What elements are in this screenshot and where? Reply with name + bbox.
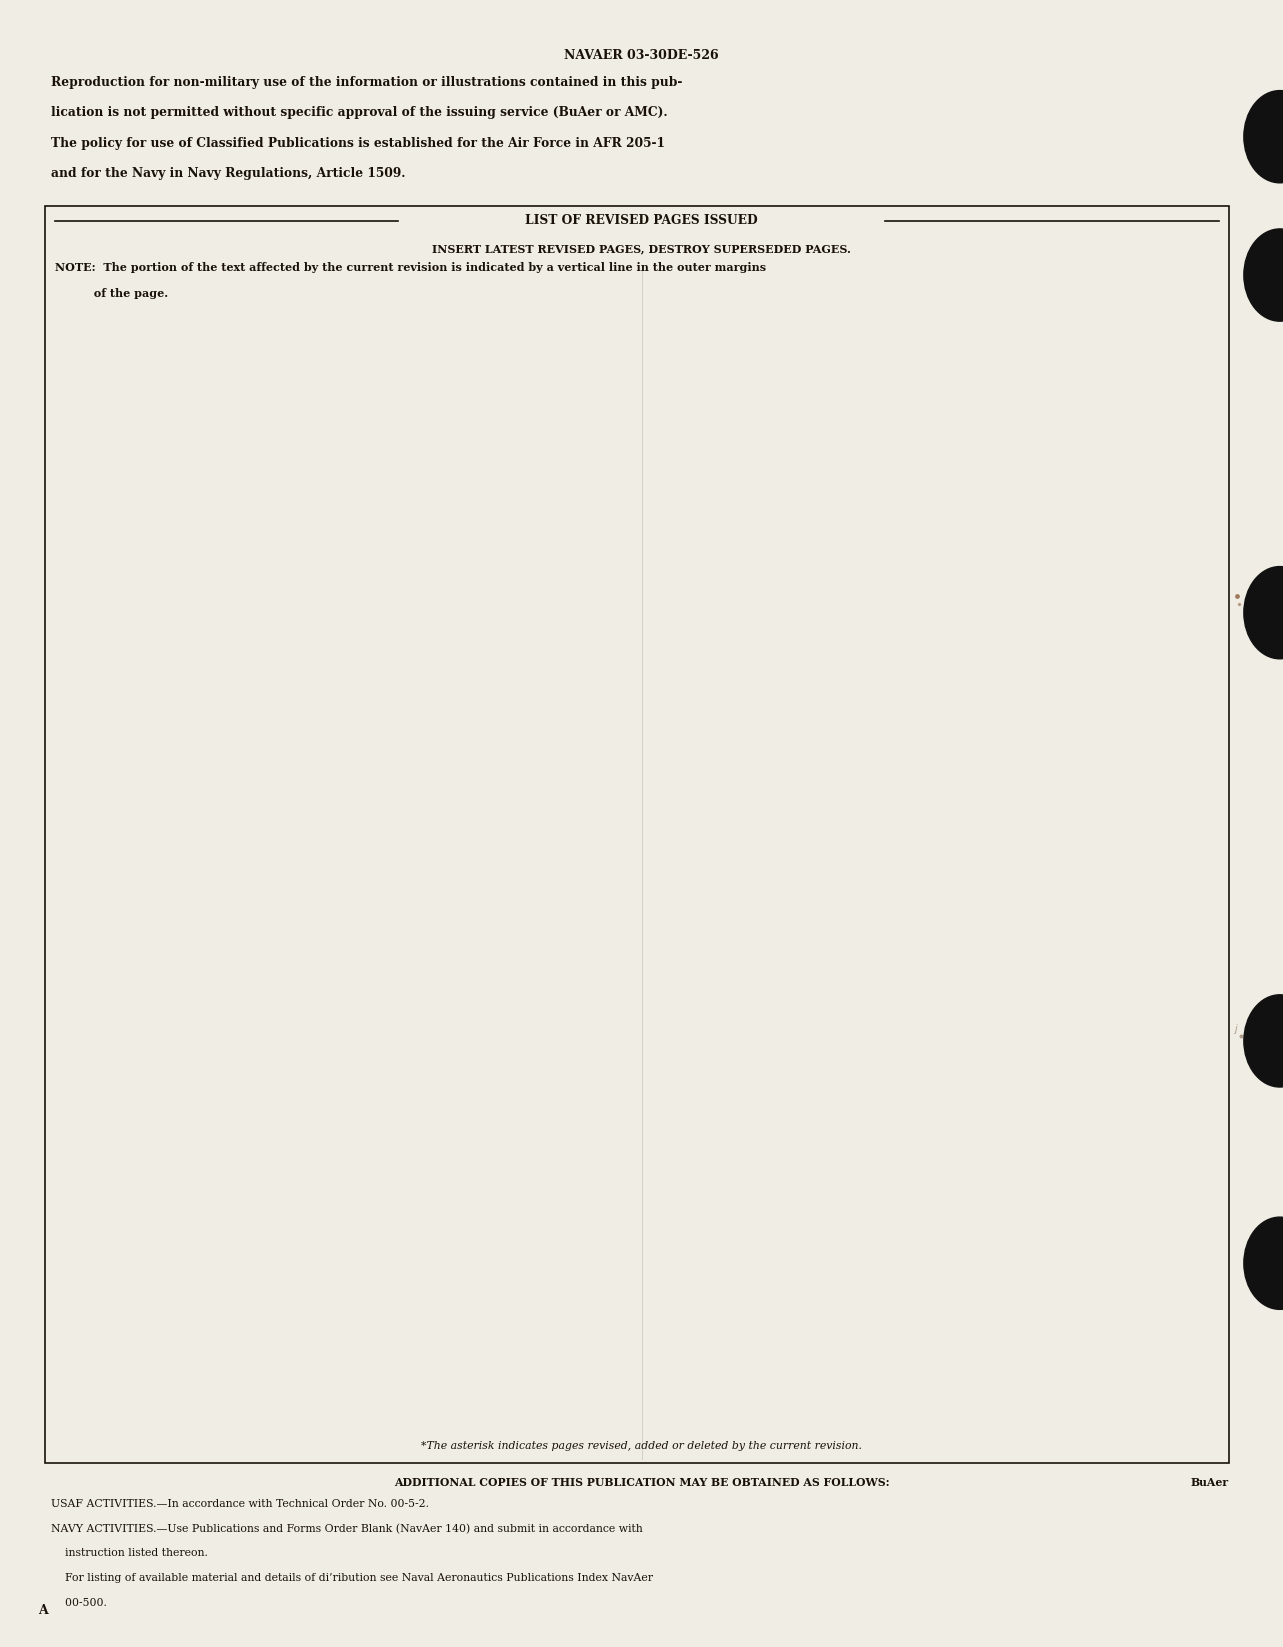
Text: lication is not permitted without specific approval of the issuing service (BuAe: lication is not permitted without specif… <box>51 105 668 119</box>
Text: of the page.: of the page. <box>55 288 168 300</box>
Text: 00-500.: 00-500. <box>51 1598 108 1607</box>
Text: A: A <box>38 1604 49 1617</box>
Circle shape <box>1245 229 1283 321</box>
Circle shape <box>1245 567 1283 659</box>
Circle shape <box>1245 995 1283 1087</box>
Circle shape <box>1245 1217 1283 1309</box>
Text: instruction listed thereon.: instruction listed thereon. <box>51 1548 208 1558</box>
Circle shape <box>1245 91 1283 183</box>
Text: INSERT LATEST REVISED PAGES, DESTROY SUPERSEDED PAGES.: INSERT LATEST REVISED PAGES, DESTROY SUP… <box>432 244 851 255</box>
Text: NAVAER 03-30DE-526: NAVAER 03-30DE-526 <box>565 49 718 63</box>
Text: The policy for use of Classified Publications is established for the Air Force i: The policy for use of Classified Publica… <box>51 137 666 150</box>
Text: ADDITIONAL COPIES OF THIS PUBLICATION MAY BE OBTAINED AS FOLLOWS:: ADDITIONAL COPIES OF THIS PUBLICATION MA… <box>394 1477 889 1489</box>
Text: BuAer: BuAer <box>1191 1477 1229 1489</box>
Text: *The asterisk indicates pages revised, added or deleted by the current revision.: *The asterisk indicates pages revised, a… <box>421 1441 862 1451</box>
Text: and for the Navy in Navy Regulations, Article 1509.: and for the Navy in Navy Regulations, Ar… <box>51 166 405 180</box>
Text: USAF ACTIVITIES.—In accordance with Technical Order No. 00-5-2.: USAF ACTIVITIES.—In accordance with Tech… <box>51 1499 430 1509</box>
Text: NAVY ACTIVITIES.—Use Publications and Forms Order Blank (NavAer 140) and submit : NAVY ACTIVITIES.—Use Publications and Fo… <box>51 1523 643 1533</box>
Text: j: j <box>1234 1024 1237 1034</box>
Text: Reproduction for non-military use of the information or illustrations contained : Reproduction for non-military use of the… <box>51 76 683 89</box>
Text: NOTE:  The portion of the text affected by the current revision is indicated by : NOTE: The portion of the text affected b… <box>55 262 766 273</box>
Text: LIST OF REVISED PAGES ISSUED: LIST OF REVISED PAGES ISSUED <box>525 214 758 227</box>
Text: For listing of available material and details of di’ribution see Naval Aeronauti: For listing of available material and de… <box>51 1573 653 1583</box>
Bar <box>45 206 1229 1463</box>
